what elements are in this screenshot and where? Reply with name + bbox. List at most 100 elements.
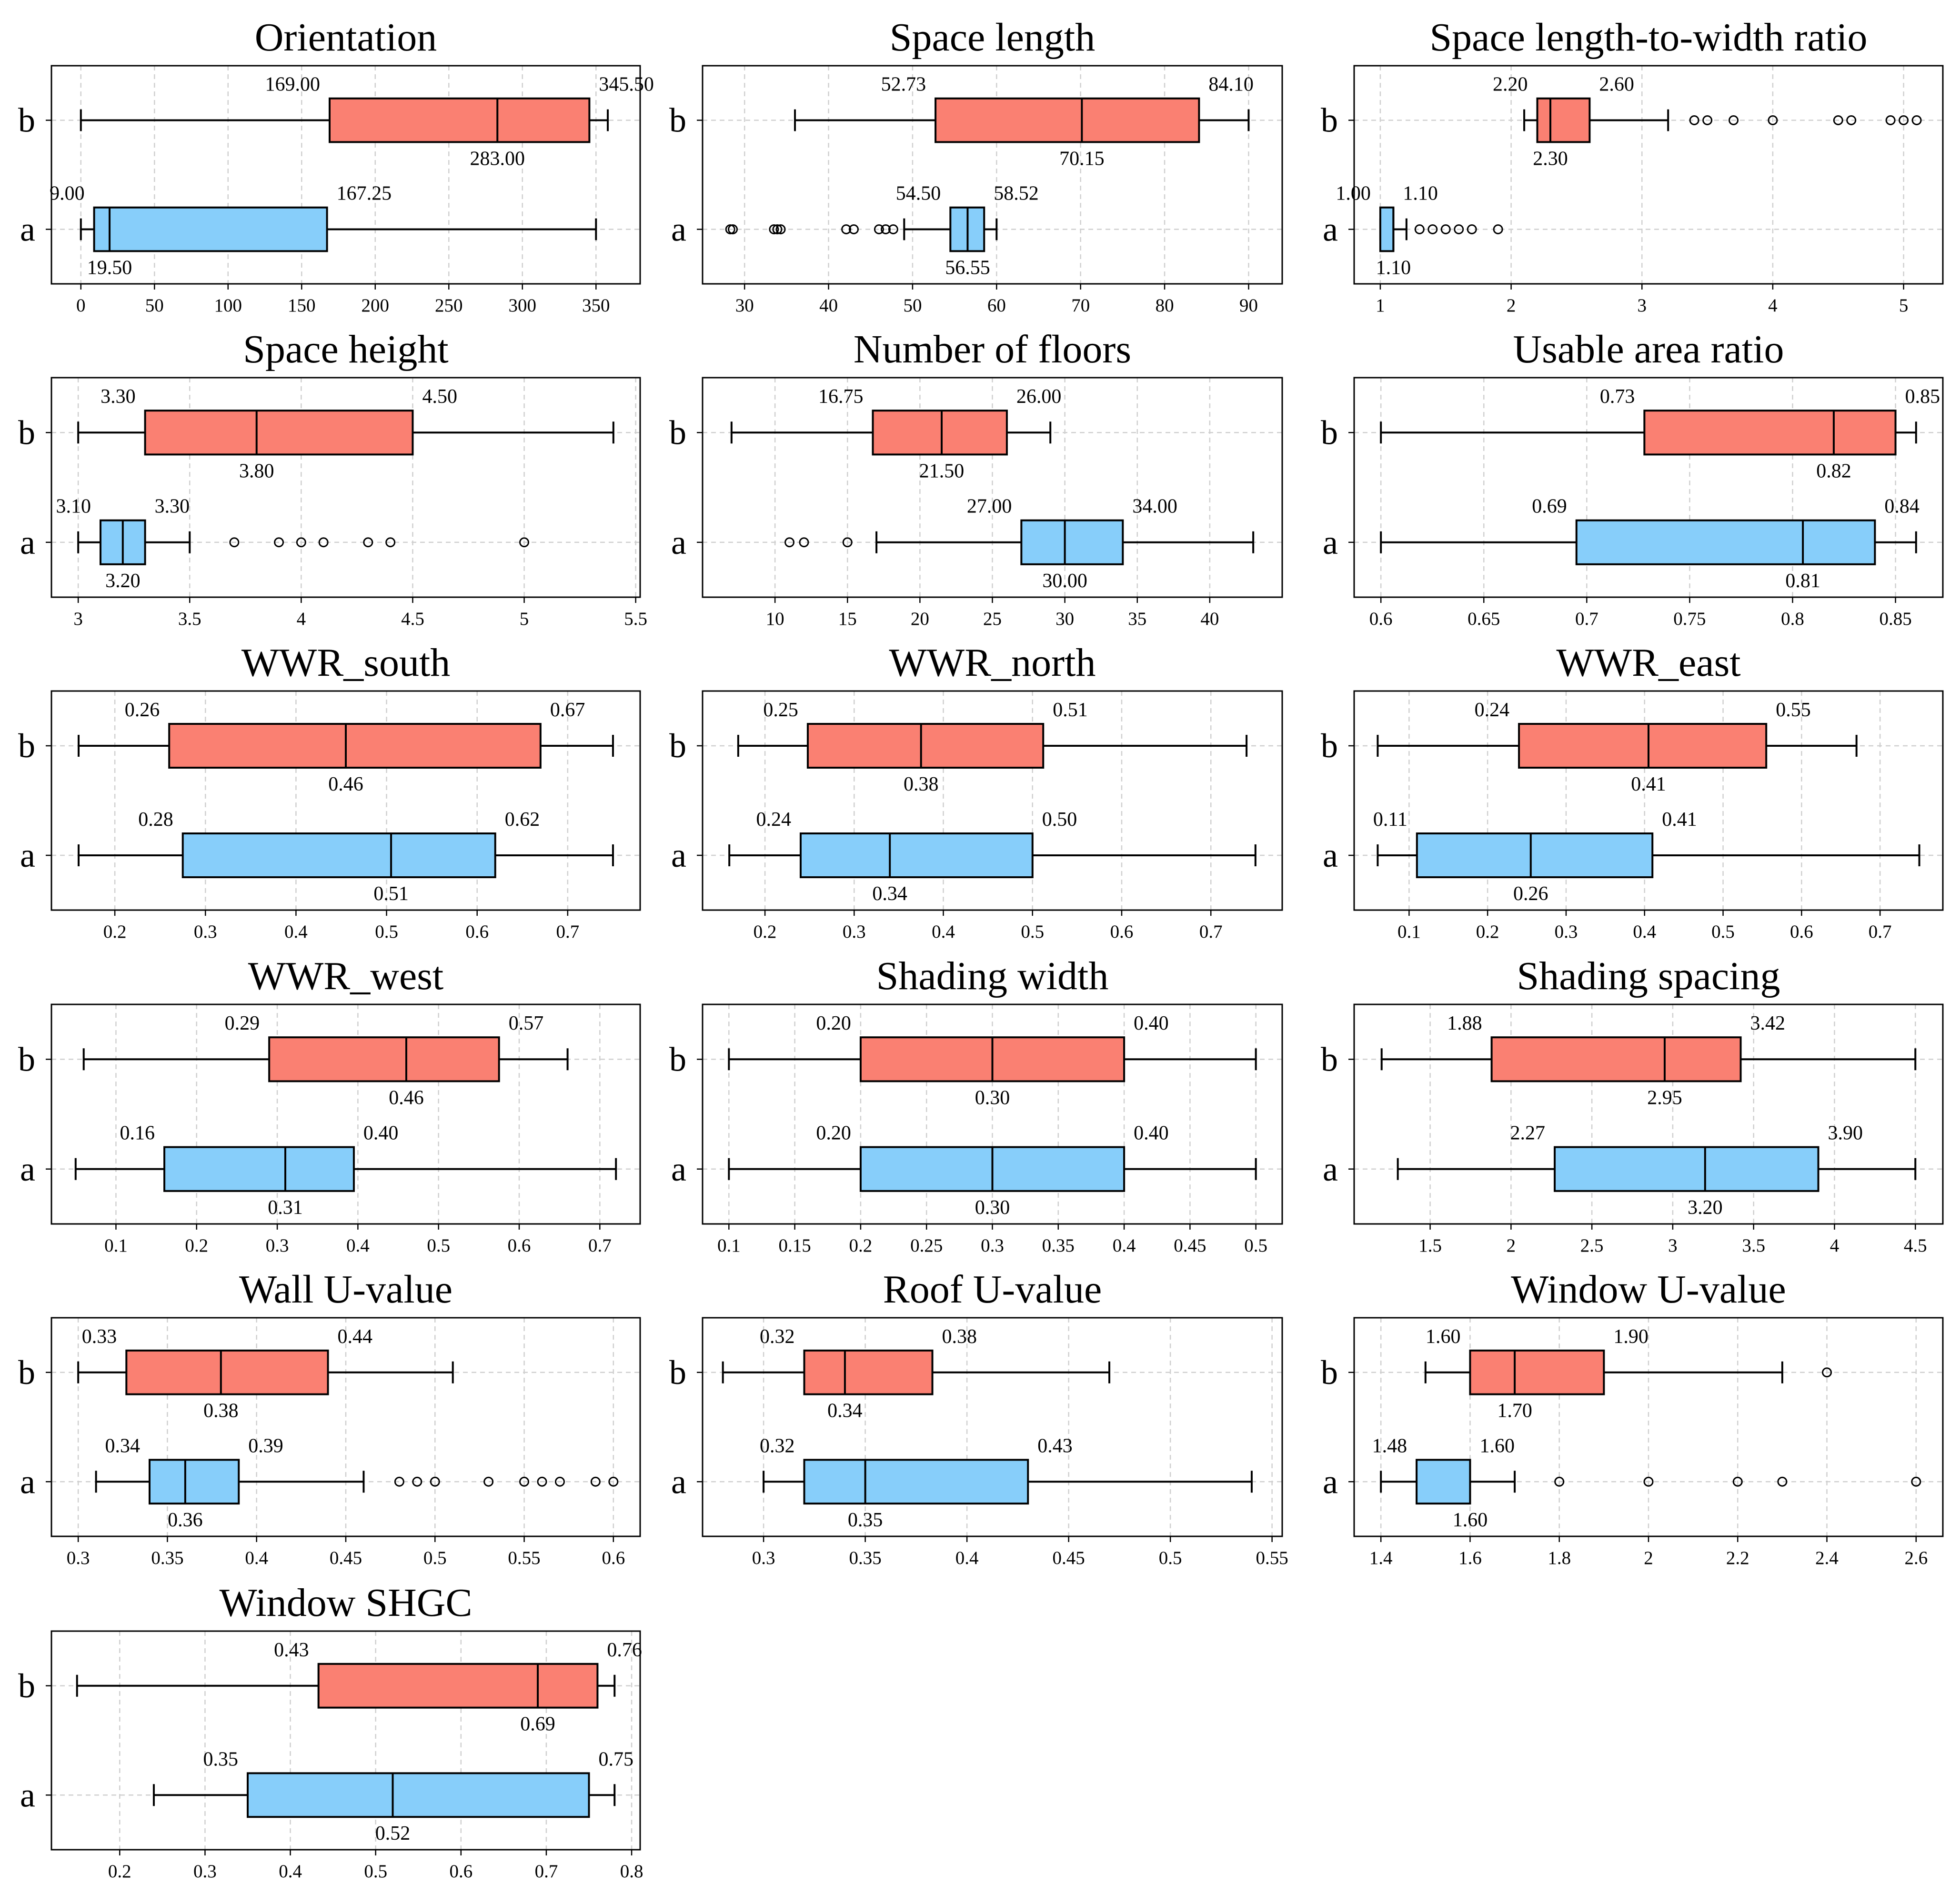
box-b: 0.73 0.85 0.82 [1380, 386, 1940, 482]
x-tick-label: 4 [1830, 1235, 1839, 1256]
outlier-point [1732, 1476, 1743, 1487]
x-tick-label: 350 [582, 295, 610, 316]
x-tick-label: 0.3 [266, 1235, 289, 1256]
x-tick-label: 150 [288, 295, 316, 316]
q1-label: 0.16 [120, 1122, 155, 1144]
box-a: 27.00 34.00 30.00 [784, 496, 1255, 592]
panel-title: Space height [243, 327, 449, 371]
panel-title: WWR_east [1556, 641, 1740, 685]
iqr-box [872, 410, 1008, 456]
x-tick-label: 50 [145, 295, 164, 316]
q1-label: 0.11 [1373, 809, 1407, 831]
outlier-point [848, 224, 859, 234]
median-label: 2.30 [1533, 148, 1568, 170]
box-a: 2.27 3.90 3.20 [1397, 1122, 1917, 1219]
x-tick-label: 0.6 [1790, 922, 1813, 942]
median-label: 0.82 [1816, 460, 1851, 482]
category-label-a: a [20, 836, 35, 874]
x-tick-label: 0.6 [602, 1548, 625, 1568]
panel-title: Shading spacing [1517, 954, 1780, 998]
outlier-point [412, 1476, 422, 1487]
q3-label: 0.40 [1134, 1012, 1169, 1034]
iqr-box [1416, 1459, 1471, 1505]
q1-label: 0.69 [1532, 496, 1567, 518]
outlier-point [1768, 115, 1778, 125]
q3-label: 0.75 [599, 1748, 634, 1770]
q1-label: 0.28 [138, 809, 173, 831]
outlier-point [1702, 115, 1713, 125]
x-tick-label: 0.5 [427, 1235, 450, 1256]
x-tick-label: 4.5 [401, 609, 424, 629]
q1-label: 0.24 [756, 809, 791, 831]
outlier-point [1911, 115, 1922, 125]
x-tick-label: 0.8 [620, 1861, 643, 1882]
median-label: 0.34 [827, 1400, 863, 1422]
outlier-point [318, 537, 329, 548]
panel-title: WWR_south [241, 641, 451, 685]
plot-frame [50, 377, 641, 598]
plot-frame [702, 1003, 1283, 1225]
x-tick-label: 70 [1071, 295, 1090, 316]
x-tick-label: 0.7 [1575, 609, 1598, 629]
q3-label: 0.67 [550, 699, 585, 721]
q1-label: 9.00 [50, 183, 85, 205]
category-label-a: a [20, 210, 35, 249]
x-tick-label: 10 [766, 609, 784, 629]
category-label-b: b [1321, 1040, 1338, 1078]
category-label-b: b [669, 413, 686, 451]
iqr-box [247, 1772, 590, 1818]
median-label: 3.80 [239, 460, 274, 482]
iqr-box [799, 832, 1034, 878]
panel-title: Shading width [876, 954, 1109, 998]
outlier-point [1911, 1476, 1921, 1487]
median-label: 30.00 [1042, 570, 1087, 592]
median-label: 0.38 [203, 1400, 239, 1422]
box-a: 0.69 0.84 0.81 [1380, 496, 1920, 592]
x-tick-label: 2.5 [1580, 1235, 1604, 1256]
x-tick-label: 80 [1156, 295, 1174, 316]
panel-title: Orientation [255, 15, 437, 60]
x-tick-label: 0.4 [1633, 922, 1656, 942]
x-tick-label: 0.35 [1042, 1235, 1075, 1256]
x-tick-label: 5 [1899, 295, 1909, 316]
x-tick-label: 0.2 [103, 922, 127, 942]
x-tick-label: 0.75 [1673, 609, 1706, 629]
q1-label: 0.43 [274, 1639, 309, 1661]
q3-label: 2.60 [1599, 74, 1634, 96]
q3-label: 0.62 [505, 809, 540, 831]
iqr-box [168, 723, 542, 769]
q3-label: 0.55 [1776, 699, 1811, 721]
median-label: 0.34 [872, 883, 907, 905]
plot-frame [1353, 1317, 1944, 1537]
q1-label: 0.32 [760, 1326, 795, 1348]
box-a: 0.16 0.40 0.31 [74, 1122, 617, 1219]
iqr-box [1379, 206, 1395, 252]
outlier-point [1846, 115, 1857, 125]
panel-title: Wall U-value [239, 1267, 452, 1312]
outlier-point [769, 224, 779, 234]
x-tick-label: 0.3 [1555, 922, 1578, 942]
outlier-point [385, 537, 396, 548]
outlier-point [1899, 115, 1909, 125]
x-tick-label: 4 [297, 609, 306, 629]
x-tick-label: 0.5 [375, 922, 398, 942]
median-label: 0.31 [268, 1197, 303, 1219]
x-tick-label: 0.85 [1879, 609, 1911, 629]
x-tick-label: 0.1 [104, 1235, 128, 1256]
panel-2: Space length 30 40 50 60 70 80 90 b a 52.73 84.10 70… [669, 15, 1283, 316]
box-a: 0.34 0.39 0.36 [95, 1435, 619, 1531]
q1-label: 1.00 [1336, 183, 1371, 205]
plot-frame [702, 690, 1283, 911]
box-a: 0.35 0.75 0.52 [152, 1748, 634, 1844]
outlier-point [1427, 224, 1438, 234]
x-tick-label: 0.2 [754, 922, 777, 942]
outlier-point [775, 224, 786, 234]
x-tick-label: 1.5 [1418, 1235, 1442, 1256]
median-label: 0.52 [375, 1823, 411, 1844]
outlier-point [1822, 1367, 1832, 1378]
median-label: 0.30 [975, 1197, 1010, 1219]
x-tick-label: 0.2 [849, 1235, 873, 1256]
iqr-box [163, 1146, 355, 1192]
